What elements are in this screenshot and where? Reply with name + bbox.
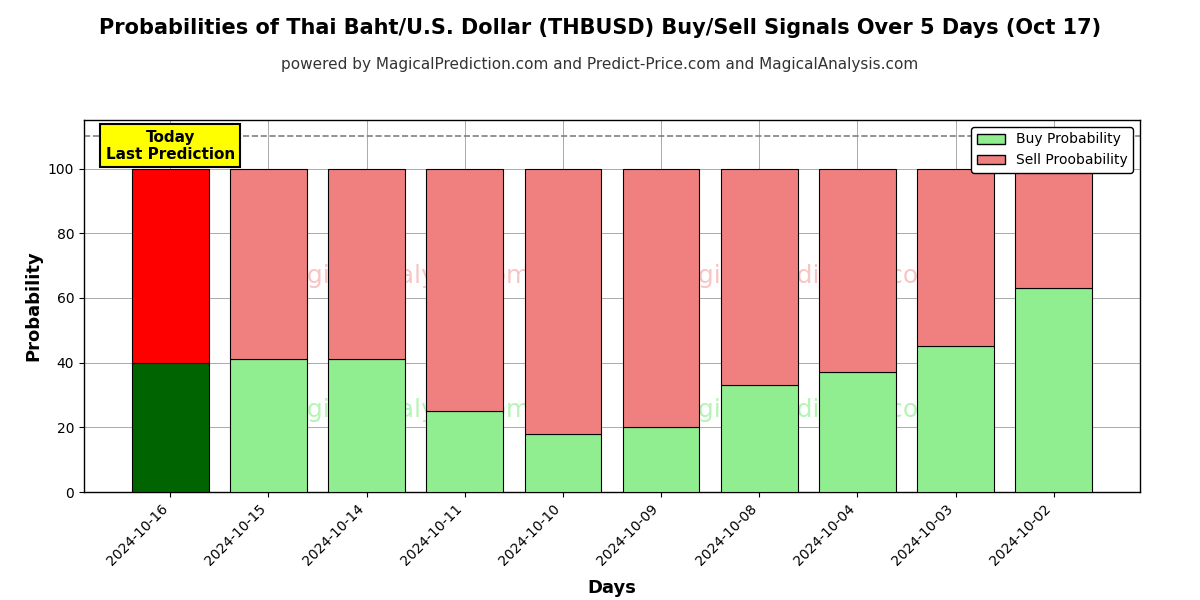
Text: MagicalPrediction.com: MagicalPrediction.com <box>661 264 943 288</box>
X-axis label: Days: Days <box>588 580 636 598</box>
Bar <box>524 434 601 492</box>
Text: Probabilities of Thai Baht/U.S. Dollar (THBUSD) Buy/Sell Signals Over 5 Days (Oc: Probabilities of Thai Baht/U.S. Dollar (… <box>98 18 1102 38</box>
Bar <box>426 411 503 492</box>
Bar <box>623 427 700 492</box>
Text: MagicalPrediction.com: MagicalPrediction.com <box>661 398 943 422</box>
Bar <box>524 169 601 434</box>
Bar <box>230 359 307 492</box>
Bar <box>820 169 895 373</box>
Bar <box>329 359 404 492</box>
Bar <box>820 373 895 492</box>
Bar <box>132 169 209 362</box>
Legend: Buy Probability, Sell Proobability: Buy Probability, Sell Proobability <box>971 127 1133 173</box>
Y-axis label: Probability: Probability <box>24 251 42 361</box>
Bar <box>426 169 503 411</box>
Bar <box>917 346 994 492</box>
Bar <box>721 169 798 385</box>
Bar <box>917 169 994 346</box>
Text: MagicalAnalysis.com: MagicalAnalysis.com <box>271 264 530 288</box>
Bar <box>329 169 404 359</box>
Text: MagicalAnalysis.com: MagicalAnalysis.com <box>271 398 530 422</box>
Bar <box>623 169 700 427</box>
Bar <box>132 362 209 492</box>
Text: Today
Last Prediction: Today Last Prediction <box>106 130 235 162</box>
Bar <box>230 169 307 359</box>
Bar <box>1015 169 1092 288</box>
Bar <box>1015 288 1092 492</box>
Bar <box>721 385 798 492</box>
Text: powered by MagicalPrediction.com and Predict-Price.com and MagicalAnalysis.com: powered by MagicalPrediction.com and Pre… <box>281 57 919 72</box>
